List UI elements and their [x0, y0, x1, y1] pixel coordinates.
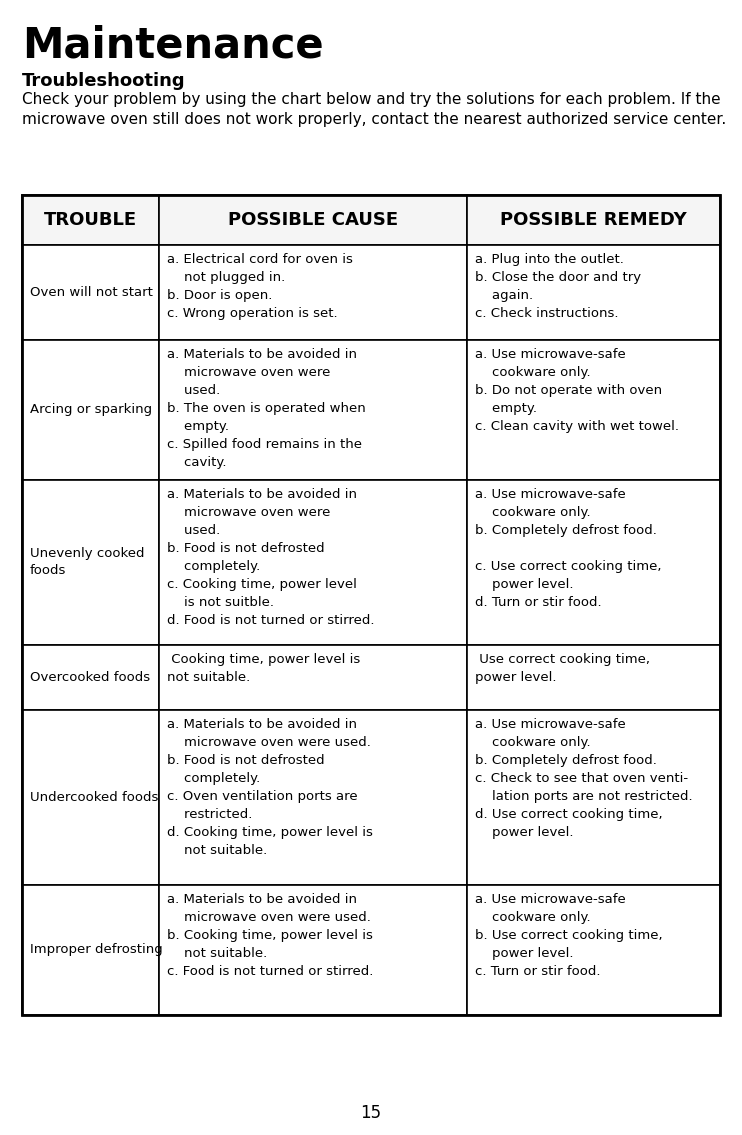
Text: Arcing or sparking: Arcing or sparking [30, 404, 152, 417]
Bar [467, 645, 720, 711]
Text: a. Use microwave-safe
    cookware only.
b. Completely defrost food.
c. Check to: a. Use microwave-safe cookware only. b. … [475, 718, 692, 839]
Bar [22, 245, 159, 340]
Bar [467, 885, 720, 1015]
Text: Unevenly cooked
foods: Unevenly cooked foods [30, 547, 145, 578]
Text: Maintenance: Maintenance [22, 25, 324, 67]
Text: a. Use microwave-safe
    cookware only.
b. Do not operate with oven
    empty.
: a. Use microwave-safe cookware only. b. … [475, 348, 679, 432]
Text: a. Materials to be avoided in
    microwave oven were
    used.
b. The oven is o: a. Materials to be avoided in microwave … [167, 348, 366, 469]
Text: a. Materials to be avoided in
    microwave oven were used.
b. Food is not defro: a. Materials to be avoided in microwave … [167, 718, 373, 857]
Text: Improper defrosting: Improper defrosting [30, 943, 162, 957]
Text: a. Plug into the outlet.
b. Close the door and try
    again.
c. Check instructi: a. Plug into the outlet. b. Close the do… [475, 253, 641, 320]
Bar [22, 480, 159, 645]
Bar [159, 645, 467, 711]
Text: Check your problem by using the chart below and try the solutions for each probl: Check your problem by using the chart be… [22, 92, 726, 127]
Text: a. Use microwave-safe
    cookware only.
b. Use correct cooking time,
    power : a. Use microwave-safe cookware only. b. … [475, 893, 663, 978]
Bar [467, 340, 720, 480]
Bar [159, 245, 467, 340]
Text: Troubleshooting: Troubleshooting [22, 72, 186, 90]
Text: a. Materials to be avoided in
    microwave oven were
    used.
b. Food is not d: a. Materials to be avoided in microwave … [167, 488, 375, 627]
Bar [467, 711, 720, 885]
Bar [159, 195, 467, 245]
Text: a. Materials to be avoided in
    microwave oven were used.
b. Cooking time, pow: a. Materials to be avoided in microwave … [167, 893, 373, 978]
Text: Use correct cooking time,
power level.: Use correct cooking time, power level. [475, 653, 650, 684]
Text: Undercooked foods: Undercooked foods [30, 791, 158, 804]
Text: TROUBLE: TROUBLE [44, 211, 137, 229]
Bar [22, 195, 720, 1015]
Text: 15: 15 [361, 1104, 381, 1123]
Text: Cooking time, power level is
not suitable.: Cooking time, power level is not suitabl… [167, 653, 361, 684]
Text: POSSIBLE CAUSE: POSSIBLE CAUSE [228, 211, 398, 229]
Bar [159, 340, 467, 480]
Bar [22, 645, 159, 711]
Bar [467, 195, 720, 245]
Text: a. Electrical cord for oven is
    not plugged in.
b. Door is open.
c. Wrong ope: a. Electrical cord for oven is not plugg… [167, 253, 353, 320]
Bar [159, 711, 467, 885]
Bar [159, 480, 467, 645]
Text: Oven will not start: Oven will not start [30, 286, 153, 299]
Bar [467, 480, 720, 645]
Text: a. Use microwave-safe
    cookware only.
b. Completely defrost food.

c. Use cor: a. Use microwave-safe cookware only. b. … [475, 488, 662, 609]
Bar [22, 885, 159, 1015]
Text: POSSIBLE REMEDY: POSSIBLE REMEDY [500, 211, 687, 229]
Bar [22, 711, 159, 885]
Text: Overcooked foods: Overcooked foods [30, 671, 150, 684]
Bar [467, 245, 720, 340]
Bar [22, 340, 159, 480]
Bar [22, 195, 159, 245]
Bar [159, 885, 467, 1015]
